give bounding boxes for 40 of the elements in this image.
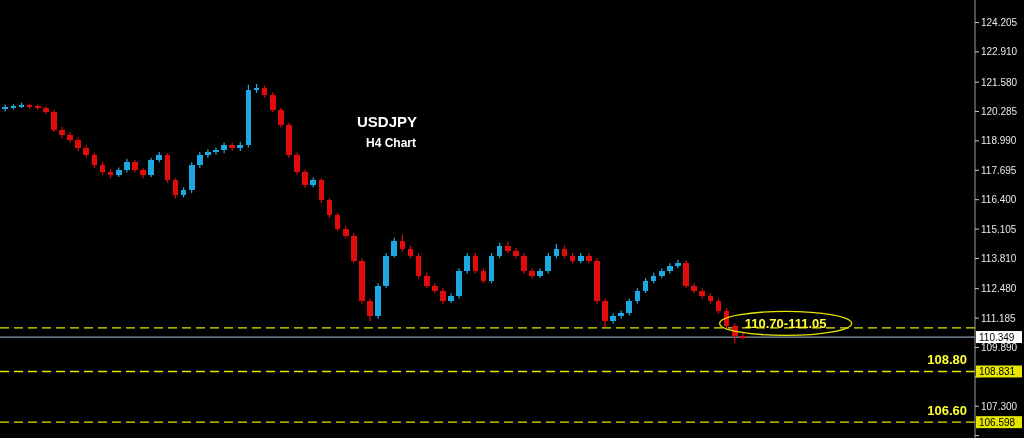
candlestick	[294, 151, 300, 176]
text: H4 Chart	[365, 136, 417, 150]
candlestick	[683, 259, 689, 289]
y-tick-label: 124.205	[981, 17, 1018, 29]
candlestick	[51, 109, 57, 133]
candlestick	[213, 146, 219, 156]
candlestick	[269, 91, 276, 113]
candlestick	[464, 252, 471, 275]
y-tick-label: 116.400	[981, 194, 1017, 206]
y-tick-label: 115.105	[981, 223, 1017, 235]
candlestick	[334, 212, 341, 232]
annotation: 108.80	[927, 352, 967, 368]
y-tick-label: 120.285	[981, 106, 1018, 118]
y-tick-label: 121.580	[981, 76, 1018, 88]
text: USDJPY	[356, 113, 418, 130]
y-tick-label: 109.890	[981, 341, 1018, 353]
y-tick-label: 122.910	[981, 46, 1018, 58]
candlestick	[148, 157, 154, 178]
candlestick	[529, 267, 535, 280]
annotation: 110.70-111.05	[744, 315, 827, 331]
ref-line-label: 108.831	[979, 365, 1016, 377]
candlestick	[67, 131, 73, 144]
ref-line-label: 106.598	[979, 416, 1016, 428]
y-tick-label: 113.810	[981, 252, 1017, 264]
candlestick	[277, 107, 284, 129]
candlestick	[545, 252, 552, 275]
candlestick	[205, 148, 211, 159]
candlestick	[391, 237, 398, 259]
y-tick-label: 118.990	[981, 135, 1017, 147]
candlestick	[675, 259, 681, 269]
y-tick-label: 111.185	[981, 312, 1017, 324]
candlestick	[367, 297, 373, 322]
ref-line-label: 110.349	[979, 331, 1015, 343]
annotation: 106.60	[927, 403, 967, 419]
candlestick	[302, 169, 308, 189]
candlestick	[521, 252, 527, 275]
candlestick	[602, 297, 608, 328]
y-tick-label: 107.300	[981, 400, 1018, 412]
y-tick-label: 112.480	[981, 283, 1017, 295]
y-tick-label: 117.695	[981, 164, 1017, 176]
